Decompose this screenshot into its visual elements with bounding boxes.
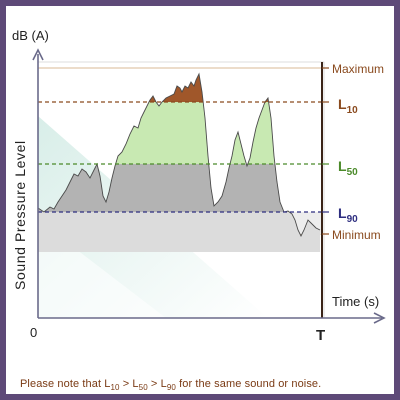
figure-frame: dB (A) Sound Pressure Level Time (s) 0 T… xyxy=(6,6,394,394)
period-end-label: T xyxy=(316,327,325,344)
l10-label: L10 xyxy=(338,96,358,116)
y-axis-unit: dB (A) xyxy=(12,28,49,43)
fill-above-l10 xyxy=(149,74,269,102)
maximum-label: Maximum xyxy=(332,62,384,76)
minimum-label: Minimum xyxy=(332,228,381,242)
sound-level-diagram: dB (A) Sound Pressure Level Time (s) 0 T… xyxy=(12,28,386,344)
y-axis-title: Sound Pressure Level xyxy=(12,140,28,290)
origin-label: 0 xyxy=(30,325,37,340)
fill-l90-l50 xyxy=(38,164,290,212)
x-axis-arrow xyxy=(373,312,386,324)
fill-below-l90 xyxy=(38,212,320,252)
caption: Please note that L10 > L50 > L90 for the… xyxy=(20,378,322,393)
x-axis-title: Time (s) xyxy=(332,294,379,309)
l50-label: L50 xyxy=(338,158,358,178)
l90-label: L90 xyxy=(338,205,358,225)
sound-waveform xyxy=(37,72,321,238)
y-axis-arrow xyxy=(32,48,44,61)
